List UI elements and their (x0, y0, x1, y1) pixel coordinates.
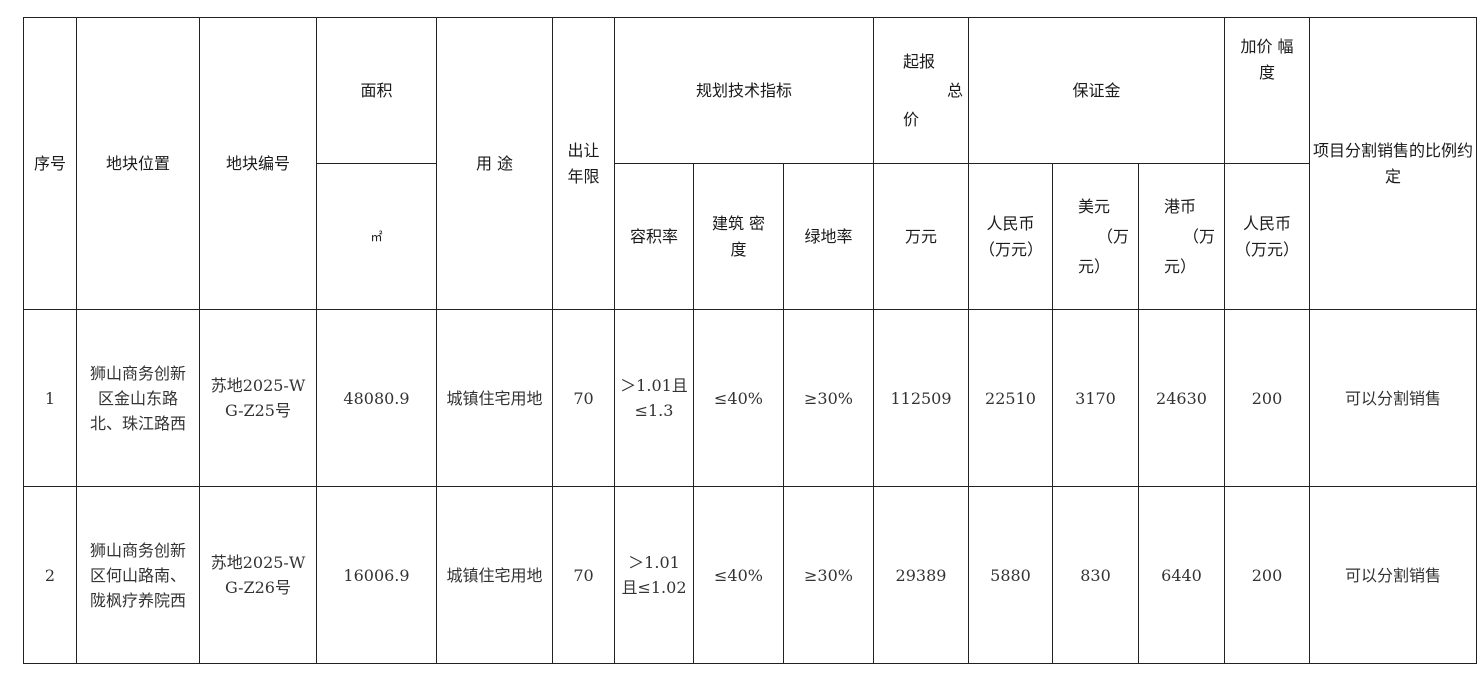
cell-usage-text: 城镇住宅用地 (446, 388, 543, 408)
cell-parcel-no: 苏地2025-WG-Z25号 (199, 309, 317, 487)
cell-parcel-no-text: 苏地2025-WG-Z26号 (210, 553, 306, 597)
cell-area: 48080.9 (316, 309, 437, 487)
header-location: 地块位置 (76, 17, 200, 310)
cell-location: 狮山商务创新区何山路南、陇枫疗养院西 (76, 486, 200, 664)
cell-green: ≥30% (783, 486, 874, 664)
cell-increment: 200 (1224, 486, 1310, 664)
land-auction-table: 序号 地块位置 地块编号 面积 用 途 出让年限 规划技术指标 起报 总 价 保… (23, 17, 1477, 664)
cell-area: 16006.9 (316, 486, 437, 664)
cell-deposit-hkd: 24630 (1138, 309, 1225, 487)
header-far: 容积率 (614, 163, 694, 310)
cell-split-sale: 可以分割销售 (1309, 486, 1477, 664)
header-start-price-l2: 总 (946, 81, 963, 100)
header-deposit-hkd: 港币 （万 元） (1138, 163, 1225, 310)
cell-far-text: ＞1.01且≤1.02 (621, 553, 687, 597)
header-start-price-unit: 万元 (873, 163, 969, 310)
cell-density: ≤40% (693, 309, 784, 487)
header-area-unit: ㎡ (316, 163, 437, 310)
cell-density: ≤40% (693, 486, 784, 664)
header-area: 面积 (316, 17, 437, 164)
cell-far: ＞1.01且≤1.02 (614, 486, 694, 664)
header-increment-text: 加价 幅度 (1240, 37, 1294, 82)
header-start-price-l3: 价 (903, 110, 920, 129)
header-seq: 序号 (23, 17, 77, 310)
cell-seq: 2 (23, 486, 77, 664)
header-usage: 用 途 (436, 17, 553, 310)
cell-deposit-rmb: 5880 (968, 486, 1053, 664)
header-deposit-rmb-text: 人民币（万元） (979, 213, 1044, 259)
table-row: 2 狮山商务创新区何山路南、陇枫疗养院西 苏地2025-WG-Z26号 1600… (23, 486, 1477, 664)
header-deposit-rmb: 人民币（万元） (968, 163, 1053, 310)
cell-deposit-rmb: 22510 (968, 309, 1053, 487)
header-increment-unit-text: 人民币（万元） (1235, 213, 1300, 259)
header-increment: 加价 幅度 (1224, 17, 1310, 164)
header-deposit: 保证金 (968, 17, 1225, 164)
header-row-1: 序号 地块位置 地块编号 面积 用 途 出让年限 规划技术指标 起报 总 价 保… (23, 17, 1477, 310)
cell-far: ＞1.01且≤1.3 (614, 309, 694, 487)
header-density-text: 建筑 密度 (711, 213, 766, 259)
cell-start-price: 112509 (873, 309, 969, 487)
header-green: 绿地率 (783, 163, 874, 310)
header-start-price-l1: 起报 (903, 52, 936, 71)
cell-start-price: 29389 (873, 486, 969, 664)
cell-deposit-hkd: 6440 (1138, 486, 1225, 664)
header-parcel-no: 地块编号 (199, 17, 317, 310)
header-term: 出让年限 (552, 17, 615, 310)
header-area-unit-text: ㎡ (370, 230, 383, 244)
cell-term: 70 (552, 309, 615, 487)
header-deposit-usd-l3: 元） (1078, 256, 1111, 276)
header-density: 建筑 密度 (693, 163, 784, 310)
cell-parcel-no: 苏地2025-WG-Z26号 (199, 486, 317, 664)
cell-deposit-usd: 830 (1052, 486, 1139, 664)
header-deposit-hkd-l2: （万 (1182, 226, 1215, 246)
cell-far-text: ＞1.01且≤1.3 (620, 376, 688, 420)
header-term-text: 出让年限 (567, 140, 600, 186)
cell-usage: 城镇住宅用地 (436, 309, 553, 487)
header-deposit-hkd-l3: 元） (1164, 256, 1197, 276)
cell-usage: 城镇住宅用地 (436, 486, 553, 664)
cell-seq: 1 (23, 309, 77, 487)
header-start-price: 起报 总 价 (873, 17, 969, 164)
cell-term: 70 (552, 486, 615, 664)
header-deposit-usd-l1: 美元 (1078, 196, 1111, 216)
header-planning: 规划技术指标 (614, 17, 874, 164)
header-deposit-usd-l2: （万 (1096, 226, 1129, 246)
header-deposit-hkd-l1: 港币 (1164, 196, 1197, 216)
cell-green: ≥30% (783, 309, 874, 487)
header-deposit-usd: 美元 （万 元） (1052, 163, 1139, 310)
header-row-2: ㎡ 容积率 建筑 密度 绿地率 万元 人民币（万元） 美元 （万 元） 港币 （… (24, 163, 1477, 310)
header-split-sale: 项目分割销售的比例约定 (1309, 17, 1477, 310)
cell-parcel-no-text: 苏地2025-WG-Z25号 (210, 376, 306, 420)
table-row: 1 狮山商务创新区金山东路北、珠江路西 苏地2025-WG-Z25号 48080… (23, 309, 1477, 487)
cell-location: 狮山商务创新区金山东路北、珠江路西 (76, 309, 200, 487)
cell-split-sale: 可以分割销售 (1309, 309, 1477, 487)
cell-location-text: 狮山商务创新区何山路南、陇枫疗养院西 (89, 540, 186, 610)
header-increment-unit: 人民币（万元） (1224, 163, 1310, 310)
cell-usage-text: 城镇住宅用地 (446, 565, 543, 585)
cell-location-text: 狮山商务创新区金山东路北、珠江路西 (89, 363, 186, 433)
cell-increment: 200 (1224, 309, 1310, 487)
cell-deposit-usd: 3170 (1052, 309, 1139, 487)
